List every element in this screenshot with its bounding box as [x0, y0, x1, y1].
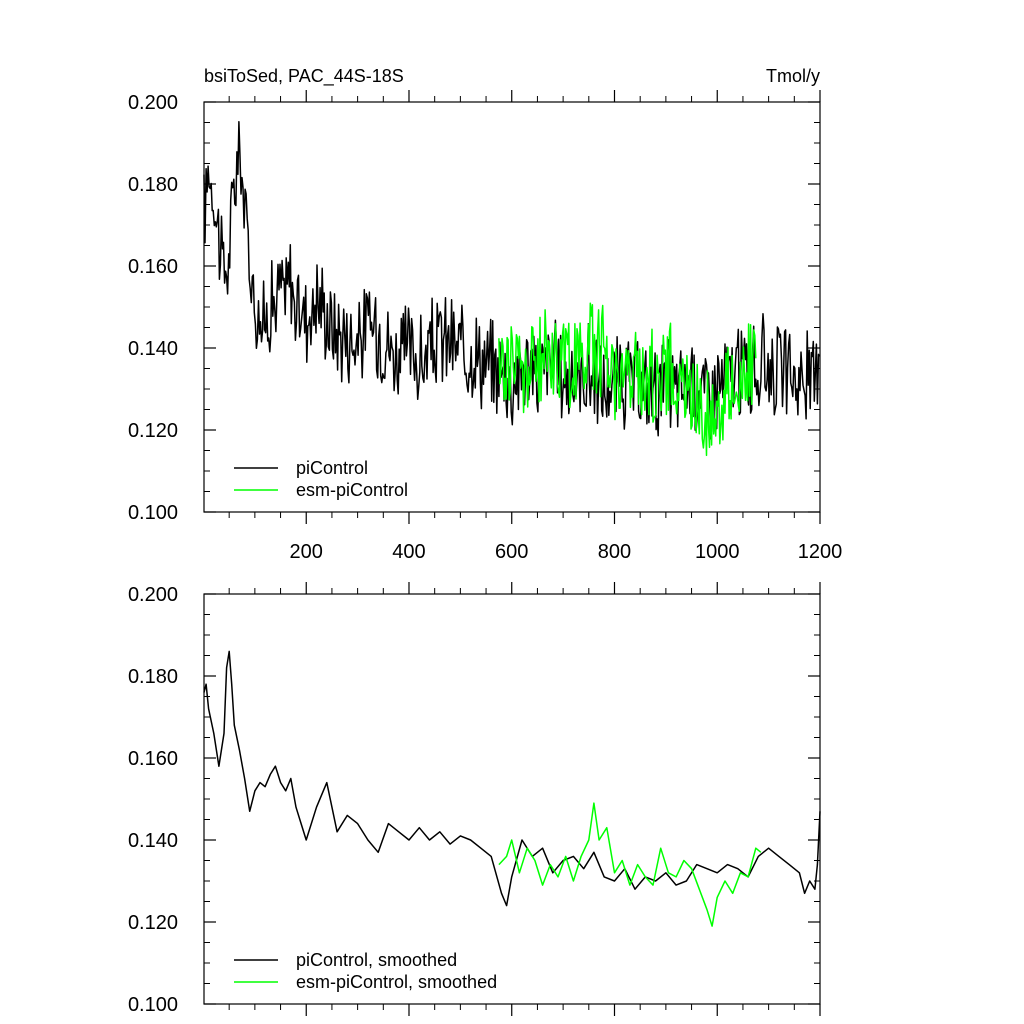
bottom-series-line-picontrol [203, 650, 821, 907]
x-tick-label: 1200 [798, 541, 843, 563]
top-plot-frame [203, 101, 821, 513]
bottom-plot-frame [203, 593, 821, 1005]
top-series [203, 120, 821, 457]
bottom-legend-label-esm-picontrol: esm-piControl, smoothed [296, 972, 497, 992]
y-tick-label: 0.100 [128, 994, 178, 1016]
bottom-series [203, 650, 821, 927]
bottom-legend: piControl, smoothed esm-piControl, smoot… [234, 950, 497, 992]
y-tick-label: 0.160 [128, 748, 178, 770]
y-tick-label: 0.120 [128, 912, 178, 934]
y-tick-label: 0.180 [128, 174, 178, 196]
x-tick-label: 200 [290, 541, 323, 563]
top-series-line-esm-picontrol [498, 302, 757, 457]
top-legend-label-picontrol: piControl [296, 458, 368, 478]
x-tick-label: 400 [392, 541, 425, 563]
top-legend: piControl esm-piControl [234, 458, 408, 500]
y-tick-label: 0.180 [128, 666, 178, 688]
y-tick-label: 0.200 [128, 584, 178, 606]
x-tick-label: 800 [598, 541, 631, 563]
y-tick-label: 0.140 [128, 830, 178, 852]
y-tick-label: 0.140 [128, 338, 178, 360]
y-tick-label: 0.200 [128, 92, 178, 114]
bottom-panel: 0.100 0.120 0.140 0.160 0.180 0.200 piControl… [128, 582, 821, 1016]
x-tick-label: 1000 [695, 541, 740, 563]
bottom-series-line-esm-picontrol [498, 802, 762, 927]
top-panel: bsiToSed, PAC_44S-18S Tmol/y 0.1000.1200… [128, 66, 842, 563]
y-tick-label: 0.160 [128, 256, 178, 278]
x-tick-label: 600 [495, 541, 528, 563]
top-legend-label-esm-picontrol: esm-piControl [296, 480, 408, 500]
bottom-axes: 0.100 0.120 0.140 0.160 0.180 0.200 [128, 582, 821, 1016]
y-tick-label: 0.100 [128, 502, 178, 524]
y-tick-label: 0.120 [128, 420, 178, 442]
top-chart-units: Tmol/y [766, 66, 820, 86]
top-axes: 0.100 0.120 0.140 0.160 0.180 0.200 200 400 600 8… [128, 90, 842, 563]
top-chart-title: bsiToSed, PAC_44S-18S [204, 66, 404, 87]
bottom-legend-label-picontrol: piControl, smoothed [296, 950, 457, 970]
